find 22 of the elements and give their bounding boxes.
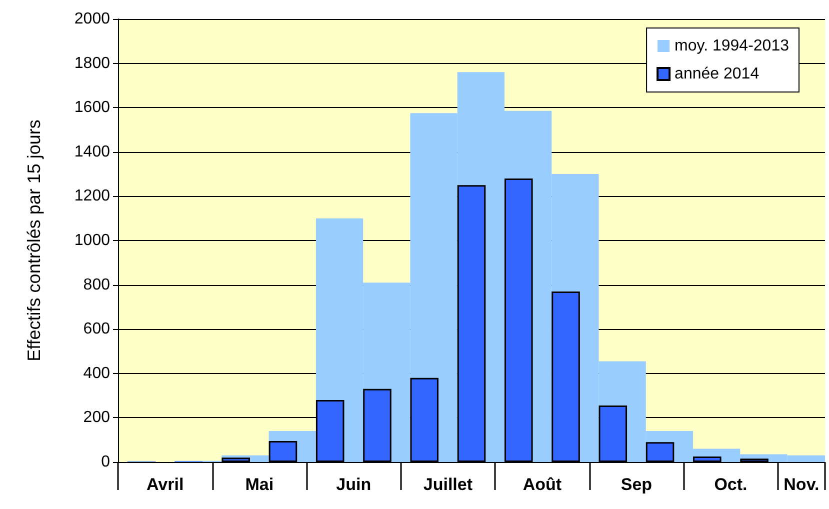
y-tick-label: 1600 bbox=[74, 99, 110, 116]
x-tick-label: Avril bbox=[146, 475, 184, 494]
y-tick-label: 1000 bbox=[74, 232, 110, 249]
y-tick-label: 1400 bbox=[74, 143, 110, 160]
x-tick-label: Juillet bbox=[423, 475, 473, 494]
y-tick-label: 1200 bbox=[74, 188, 110, 205]
legend-label: moy. 1994-2013 bbox=[674, 38, 790, 54]
x-tick-label: Oct. bbox=[714, 475, 748, 494]
y-tick-label: 1800 bbox=[74, 54, 110, 72]
x-tick-label: Août bbox=[522, 475, 562, 494]
y-tick-label: 600 bbox=[83, 320, 110, 338]
x-tick-label: Mai bbox=[245, 475, 274, 494]
x-tick-label: Juin bbox=[336, 475, 372, 494]
x-tick-label: Nov. bbox=[784, 475, 820, 494]
y-tick-label: 400 bbox=[83, 364, 110, 382]
y-tick-label: 0 bbox=[101, 454, 110, 470]
y-axis-title: Effectifs contrôlés par 15 jours bbox=[24, 120, 44, 362]
y-tick-label: 2000 bbox=[74, 10, 110, 28]
y-tick-label: 200 bbox=[83, 409, 110, 426]
legend-label: année 2014 bbox=[674, 66, 760, 82]
x-tick-label: Sep bbox=[620, 475, 652, 494]
y-tick-label: 800 bbox=[83, 276, 110, 294]
